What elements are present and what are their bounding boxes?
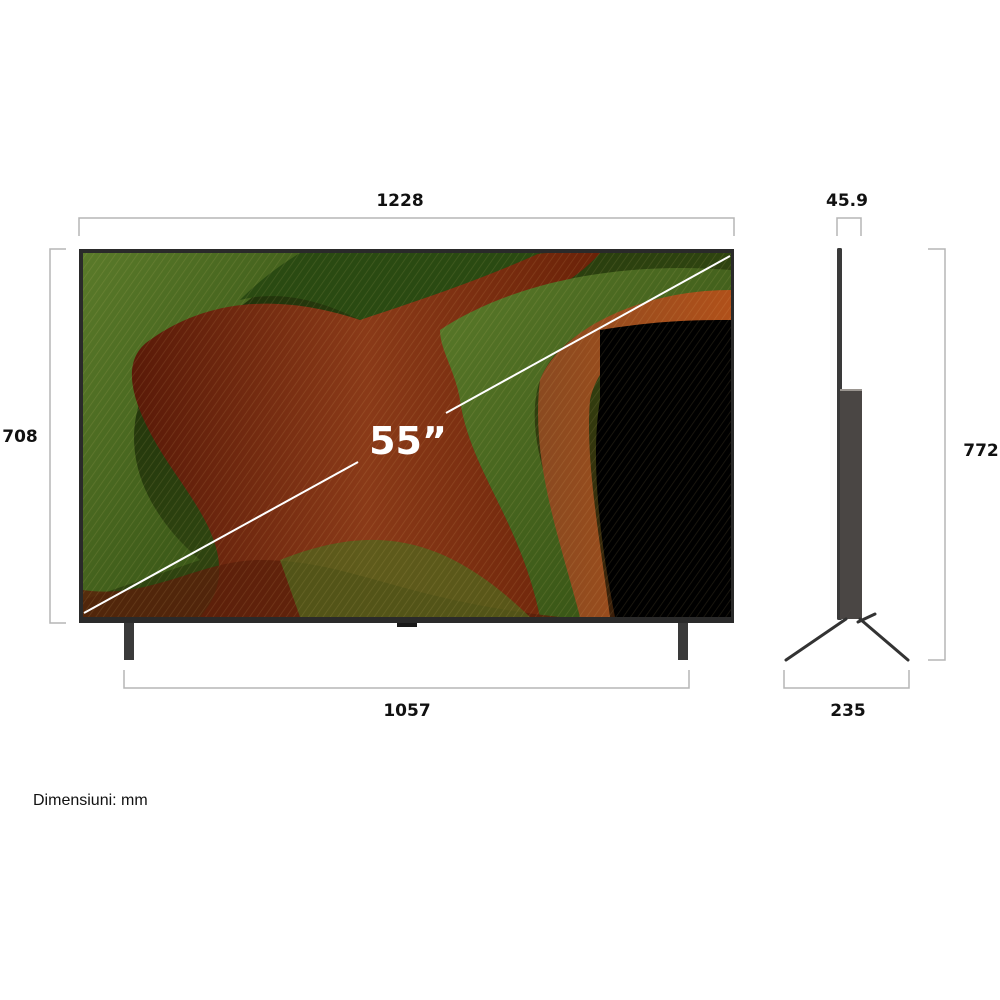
height-with-stand-label: 772: [963, 441, 999, 461]
height-label: 708: [2, 427, 38, 447]
stand-depth-label: 235: [830, 701, 866, 721]
diagonal-size-label: 55”: [369, 419, 447, 463]
stand-width-label: 1057: [383, 701, 430, 721]
height-bracket: [49, 248, 66, 624]
width-bracket: [78, 217, 735, 236]
tv-side-view: [784, 248, 910, 662]
stand-depth-bracket: [783, 670, 910, 689]
tv-front-view: 55”: [79, 249, 734, 660]
width-label: 1228: [376, 191, 423, 211]
tv-screen-artwork: [83, 253, 731, 617]
depth-bracket: [836, 217, 862, 236]
units-note: Dimensiuni: mm: [33, 792, 148, 809]
tv-stand-leg-right: [678, 623, 688, 660]
depth-label: 45.9: [826, 191, 868, 211]
stand-foot-front: [784, 617, 848, 662]
diagonal-line: [83, 461, 359, 614]
height-with-stand-bracket: [928, 248, 946, 661]
tv-center-sensor: [397, 623, 417, 627]
diagonal-line: [445, 255, 731, 414]
stand-foot-back: [858, 617, 910, 662]
stand-foot-rear: [856, 612, 877, 624]
stand-width-bracket: [123, 670, 690, 689]
tv-side-back-box: [840, 389, 862, 619]
tv-stand-leg-left: [124, 623, 134, 660]
